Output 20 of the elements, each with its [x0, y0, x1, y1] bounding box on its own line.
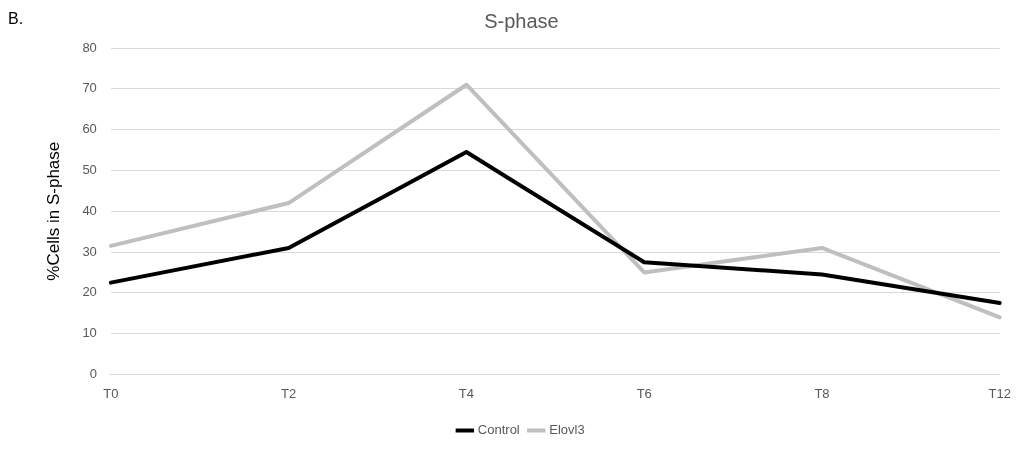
chart-title: S-phase — [484, 9, 559, 32]
y-tick-label: 10 — [82, 325, 97, 341]
y-tick-label: 80 — [82, 39, 97, 55]
y-tick-label: 0 — [89, 365, 97, 381]
y-tick-label: 60 — [82, 121, 97, 137]
y-tick-label: 20 — [82, 284, 97, 300]
y-axis-title: %Cells in S-phase — [43, 141, 63, 281]
legend-label: Control — [477, 422, 520, 438]
x-tick-label: T12 — [988, 385, 1011, 401]
x-tick-label: T4 — [458, 385, 475, 401]
y-tick-label: 40 — [82, 202, 97, 218]
text: B. — [8, 10, 24, 28]
y-tick-label: 30 — [82, 243, 97, 259]
x-tick-label: T6 — [636, 385, 652, 401]
x-tick-label: T0 — [103, 385, 119, 401]
legend-label: Elovl3 — [549, 422, 585, 438]
x-tick-label: T2 — [281, 385, 297, 401]
y-tick-label: 50 — [82, 161, 97, 177]
y-tick-label: 70 — [82, 80, 97, 96]
x-tick-label: T8 — [814, 385, 830, 401]
